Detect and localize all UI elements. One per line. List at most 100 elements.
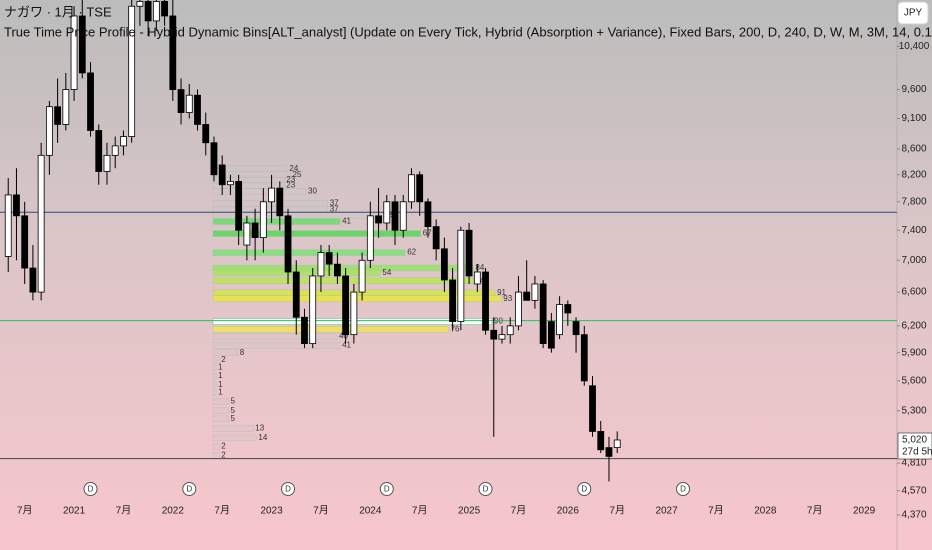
event-marker[interactable] <box>83 482 98 496</box>
profile-label: 2 <box>221 450 226 459</box>
x-tick-label: 2027 <box>655 506 678 517</box>
profile-row <box>212 372 217 380</box>
candle-body <box>152 1 160 22</box>
candle-body <box>449 279 457 322</box>
candle-body <box>572 321 580 336</box>
candle-body <box>177 89 185 113</box>
event-label[interactable]: D <box>88 485 94 494</box>
event-label[interactable]: D <box>581 485 587 494</box>
profile-row <box>212 389 217 396</box>
candle-body <box>457 229 465 322</box>
candle-body <box>284 215 292 273</box>
y-tick-label: 9,600 <box>901 84 926 95</box>
x-tick-label: 7月 <box>609 505 625 517</box>
symbol-title: ナガワ · 1月 · TSE <box>4 4 112 19</box>
candle-body <box>70 15 78 90</box>
candle-body <box>473 271 481 285</box>
axes: 10,400 9,600 9,100 8,600 8,200 7,800 7,400 7,00… <box>17 41 932 521</box>
y-tick-label: 7,000 <box>901 255 926 266</box>
event-label[interactable]: D <box>384 485 390 494</box>
candle-body <box>342 275 350 336</box>
event-label[interactable]: D <box>680 485 686 494</box>
profile-row <box>212 452 220 459</box>
last-price-badge <box>897 432 932 460</box>
event-marker[interactable] <box>182 482 197 496</box>
profile-row <box>212 381 217 388</box>
profile-row <box>212 356 220 364</box>
event-marker[interactable] <box>281 482 296 496</box>
candle-body <box>128 5 136 137</box>
candle-body <box>218 164 226 186</box>
x-tick-label: 7月 <box>708 505 724 517</box>
profile-label: 24 <box>289 164 298 173</box>
candle-body <box>515 291 522 327</box>
profile-label: 67 <box>423 229 432 238</box>
event-label[interactable]: D <box>285 485 291 494</box>
profile-label: 1 <box>218 380 223 389</box>
profile-label: 2 <box>221 355 226 364</box>
candle-body <box>366 215 374 261</box>
x-tick-label: 7月 <box>116 505 132 517</box>
candle-body <box>325 252 333 265</box>
event-label[interactable]: D <box>186 485 192 494</box>
candle-body <box>375 215 382 224</box>
candle-body <box>268 187 275 203</box>
countdown-label: 27d 5h <box>902 447 932 458</box>
profile-label: 5 <box>231 406 236 415</box>
currency-label[interactable]: JPY <box>904 8 923 19</box>
candle-body <box>523 291 531 301</box>
candle-body <box>334 263 341 277</box>
candle-body <box>292 271 300 318</box>
profile-label: 76 <box>451 324 460 333</box>
candles <box>4 0 621 482</box>
candle-body <box>350 291 358 336</box>
profile-row <box>212 333 338 340</box>
candle-body <box>490 329 498 340</box>
profile-row <box>212 364 217 371</box>
profile-label: 41 <box>342 341 351 350</box>
profile-label: 23 <box>286 175 295 184</box>
price-lines <box>0 211 897 460</box>
y-tick-label: 9,100 <box>901 113 926 124</box>
event-marker[interactable] <box>676 482 691 496</box>
profile-label: 41 <box>342 217 351 226</box>
y-tick-label: 5,900 <box>901 347 926 358</box>
profile-row <box>212 342 341 349</box>
candle-body <box>13 194 20 217</box>
candle-body <box>547 321 555 349</box>
profile-row <box>212 415 229 423</box>
candle-body <box>62 89 70 125</box>
event-marker[interactable] <box>577 482 592 496</box>
profile-row <box>212 176 285 184</box>
candle-body <box>301 316 308 345</box>
event-label[interactable]: D <box>483 485 489 494</box>
profile-label: 5 <box>231 414 236 423</box>
candle-body <box>259 201 267 239</box>
candle-body <box>243 222 251 246</box>
event-marker[interactable] <box>478 482 493 496</box>
y-tick-label: 6,600 <box>901 287 926 298</box>
candle-body <box>416 174 424 203</box>
x-tick-label: 2021 <box>63 506 86 517</box>
x-tick-label: 2028 <box>754 506 777 517</box>
y-tick-label: 8,200 <box>901 169 926 180</box>
indicator-title: True Time Price Profile - Hybrid Dynamic… <box>4 24 932 39</box>
profile-label: 37 <box>330 205 339 214</box>
candle-body <box>103 154 111 172</box>
x-tick-label: 7月 <box>17 505 33 517</box>
candle-body <box>251 222 259 239</box>
candle-body <box>227 180 234 186</box>
candle-body <box>37 154 45 293</box>
candle-body <box>235 180 243 231</box>
event-marker[interactable] <box>379 482 394 496</box>
candle-body <box>194 94 201 125</box>
candle-body <box>210 142 218 176</box>
candle-body <box>465 229 473 277</box>
y-tick-label: 8,600 <box>901 144 926 155</box>
profile-row <box>212 349 238 356</box>
x-tick-label: 7月 <box>412 505 428 517</box>
last-price-label: 5,020 <box>902 435 927 446</box>
profile-row <box>212 425 254 432</box>
profile-label: 23 <box>286 181 295 190</box>
currency-button[interactable] <box>897 1 929 25</box>
